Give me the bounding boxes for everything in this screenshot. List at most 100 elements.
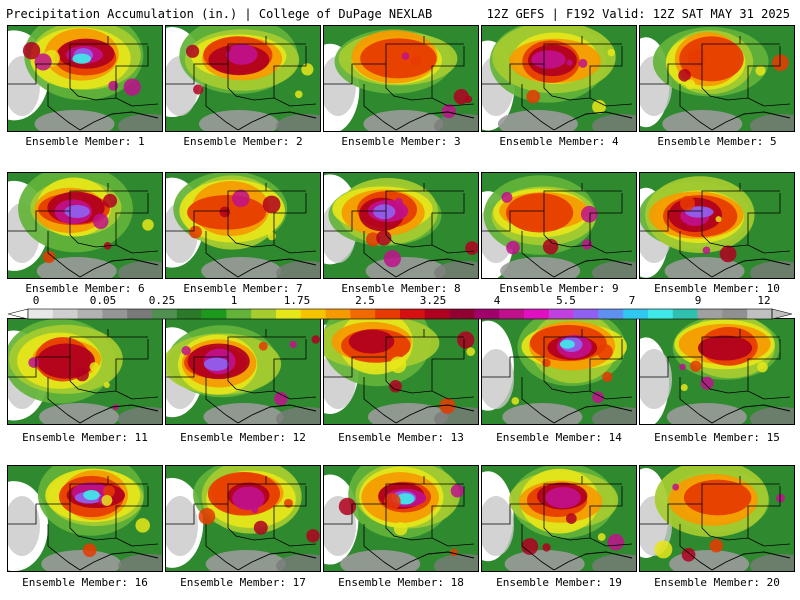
precip-field [640, 26, 794, 131]
precip-field [166, 173, 320, 278]
ensemble-member-label: Ensemble Member: 11 [22, 431, 148, 444]
colorbar-swatch [226, 309, 252, 319]
map-title: Precipitation Accumulation (in.) | Colle… [6, 7, 433, 21]
colorbar-tick-label: 1 [230, 294, 238, 307]
ensemble-member-label: Ensemble Member: 4 [499, 135, 619, 148]
colorbar-swatch [176, 309, 202, 319]
colorbar-swatch [152, 309, 178, 319]
colorbar-tick-label: 12 [757, 294, 771, 307]
colorbar-swatch [722, 309, 748, 319]
precip-field [8, 173, 162, 278]
precip-field [640, 466, 794, 571]
ensemble-member-label: Ensemble Member: 5 [657, 135, 777, 148]
ensemble-member-map [165, 172, 321, 279]
ensemble-member-label: Ensemble Member: 13 [338, 431, 464, 444]
colorbar-swatch [524, 309, 550, 319]
colorbar-tick-label: 7 [628, 294, 636, 307]
colorbar-swatch [350, 309, 376, 319]
precip-field [482, 466, 636, 571]
ensemble-member-map [639, 465, 795, 572]
ensemble-member-label: Ensemble Member: 20 [654, 576, 780, 589]
colorbar-swatch [52, 309, 78, 319]
ensemble-member-label: Ensemble Member: 12 [180, 431, 306, 444]
precip-field [482, 173, 636, 278]
precip-field [166, 466, 320, 571]
colorbar-swatch [573, 309, 599, 319]
precip-field [482, 26, 636, 131]
precip-field [324, 319, 478, 424]
precip-field [166, 319, 320, 424]
ensemble-member-label: Ensemble Member: 1 [25, 135, 145, 148]
ensemble-member-label: Ensemble Member: 7 [183, 282, 303, 295]
precip-field [640, 319, 794, 424]
ensemble-member-map [639, 172, 795, 279]
colorbar-swatch [747, 309, 773, 319]
ensemble-member-label: Ensemble Member: 18 [338, 576, 464, 589]
precip-field [324, 466, 478, 571]
colorbar-swatch [623, 309, 649, 319]
colorbar-swatch [499, 309, 525, 319]
colorbar-tick-label: 3.25 [419, 294, 447, 307]
colorbar-min-arrow [8, 308, 29, 320]
ensemble-member-map [7, 25, 163, 132]
precip-field [324, 173, 478, 278]
ensemble-member-map [323, 172, 479, 279]
colorbar-swatch [300, 309, 326, 319]
colorbar-swatch [375, 309, 401, 319]
colorbar-swatch [400, 309, 426, 319]
colorbar-swatch [28, 309, 54, 319]
ensemble-member-label: Ensemble Member: 14 [496, 431, 622, 444]
colorbar-tick-label: 0.05 [89, 294, 117, 307]
ensemble-member-map [481, 172, 637, 279]
ensemble-member-map [323, 465, 479, 572]
ensemble-member-map [481, 318, 637, 425]
colorbar-swatch [672, 309, 698, 319]
precip-field [166, 26, 320, 131]
ensemble-member-map [639, 25, 795, 132]
colorbar-swatch [598, 309, 624, 319]
precip-field [8, 26, 162, 131]
colorbar-tick-label: 9 [694, 294, 702, 307]
colorbar-swatch [276, 309, 302, 319]
colorbar-swatch [127, 309, 153, 319]
ensemble-member-label: Ensemble Member: 9 [499, 282, 619, 295]
colorbar-swatch [325, 309, 351, 319]
ensemble-member-label: Ensemble Member: 10 [654, 282, 780, 295]
ensemble-member-label: Ensemble Member: 6 [25, 282, 145, 295]
colorbar-tick-label: 0 [32, 294, 40, 307]
model-run-info: 12Z GEFS | F192 Valid: 12Z SAT MAY 31 20… [486, 7, 790, 21]
precip-field [482, 319, 636, 424]
ensemble-member-label: Ensemble Member: 17 [180, 576, 306, 589]
ensemble-member-label: Ensemble Member: 19 [496, 576, 622, 589]
colorbar-swatch [474, 309, 500, 319]
ensemble-member-map [7, 318, 163, 425]
ensemble-member-map [165, 465, 321, 572]
colorbar-swatch [548, 309, 574, 319]
ensemble-member-label: Ensemble Member: 3 [341, 135, 461, 148]
colorbar-tick-label: 5.5 [556, 294, 576, 307]
colorbar-tick-label: 2.5 [355, 294, 375, 307]
colorbar-tick-label: 4 [493, 294, 501, 307]
ensemble-member-label: Ensemble Member: 2 [183, 135, 303, 148]
precip-field [8, 466, 162, 571]
colorbar-swatch [201, 309, 227, 319]
ensemble-member-map [323, 318, 479, 425]
colorbar-swatch [251, 309, 277, 319]
ensemble-member-map [165, 318, 321, 425]
colorbar-swatch [449, 309, 475, 319]
ensemble-member-map [481, 465, 637, 572]
precipitation-colorbar [8, 308, 792, 320]
precip-field [8, 319, 162, 424]
ensemble-member-label: Ensemble Member: 8 [341, 282, 461, 295]
ensemble-member-label: Ensemble Member: 15 [654, 431, 780, 444]
precip-field [324, 26, 478, 131]
precip-field [640, 173, 794, 278]
colorbar-tick-label: 0.25 [148, 294, 176, 307]
ensemble-member-map [639, 318, 795, 425]
colorbar-swatch [697, 309, 723, 319]
colorbar-swatch [77, 309, 103, 319]
ensemble-member-map [7, 465, 163, 572]
colorbar-swatch [424, 309, 450, 319]
ensemble-member-map [165, 25, 321, 132]
ensemble-member-map [7, 172, 163, 279]
